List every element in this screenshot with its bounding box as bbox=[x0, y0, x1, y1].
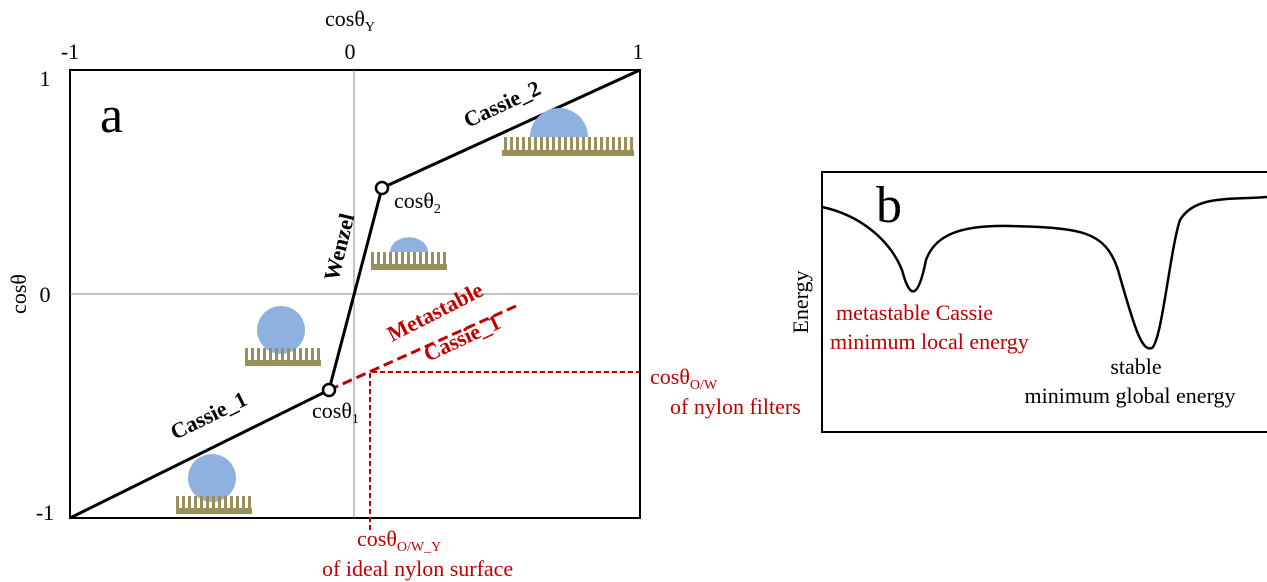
axis-title: cosθY bbox=[325, 6, 375, 35]
figure: cosθY -1 0 1 1 0 -1 cosθ a Cassie_1 Wenz… bbox=[0, 0, 1267, 582]
panel-label: a bbox=[100, 87, 123, 144]
guide-line bbox=[370, 372, 640, 530]
annotation: of nylon filters bbox=[670, 394, 801, 419]
axis-title: Energy bbox=[788, 270, 813, 333]
annotation: cosθO/W bbox=[650, 364, 718, 393]
point bbox=[376, 182, 388, 194]
droplet bbox=[371, 237, 447, 270]
panel-a: cosθY -1 0 1 1 0 -1 cosθ a Cassie_1 Wenz… bbox=[6, 6, 801, 581]
point bbox=[323, 384, 335, 396]
annotation: minimum global energy bbox=[1024, 383, 1235, 408]
droplet bbox=[176, 454, 252, 514]
annotation: of ideal nylon surface bbox=[322, 556, 513, 581]
panel-b: b Energy metastable Cassie minimum local… bbox=[788, 172, 1267, 432]
tick-label: 0 bbox=[345, 39, 356, 64]
segment-label: Wenzel bbox=[319, 211, 360, 283]
panel-label: b bbox=[876, 177, 902, 234]
droplet bbox=[245, 306, 321, 366]
annotation: cosθO/W_Y bbox=[357, 526, 441, 555]
point-label: cosθ2 bbox=[394, 188, 441, 217]
tick-label: -1 bbox=[36, 500, 54, 525]
annotation: stable bbox=[1110, 354, 1161, 379]
segment-label: Cassie_2 bbox=[460, 75, 545, 132]
tick-label: -1 bbox=[61, 39, 79, 64]
tick-label: 1 bbox=[633, 39, 644, 64]
tick-label: 0 bbox=[40, 282, 51, 307]
point-label: cosθ1 bbox=[312, 398, 359, 427]
tick-label: 1 bbox=[40, 66, 51, 91]
droplet bbox=[502, 108, 634, 156]
annotation: minimum local energy bbox=[830, 329, 1029, 354]
annotation: metastable Cassie bbox=[836, 300, 993, 325]
axis-title: cosθ bbox=[6, 274, 31, 314]
